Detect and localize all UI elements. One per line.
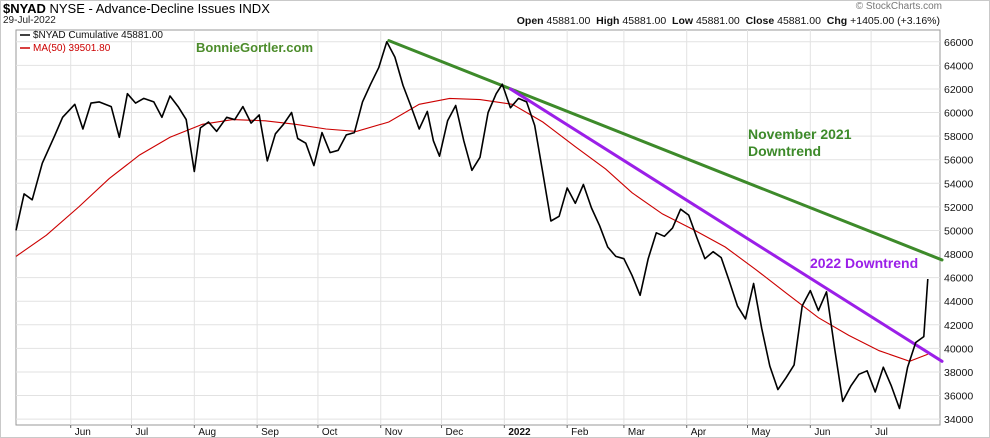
open-value: 45881.00 bbox=[546, 15, 591, 27]
y-tick-label: 40000 bbox=[944, 343, 973, 355]
chart-date: 29-Jul-2022 bbox=[3, 15, 56, 26]
x-tick-label: Nov bbox=[385, 427, 403, 438]
symbol-description: NYSE - Advance-Decline Issues INDX bbox=[49, 1, 270, 16]
annotation-downtrend: Downtrend bbox=[748, 143, 821, 159]
low-value: 45881.00 bbox=[695, 15, 740, 27]
open-label: Open bbox=[516, 15, 544, 27]
x-tick-label: May bbox=[752, 427, 771, 438]
y-tick-label: 34000 bbox=[944, 414, 973, 426]
ohlc-readout: Open 45881.00 High 45881.00 Low 45881.00… bbox=[517, 15, 940, 27]
y-tick-label: 54000 bbox=[944, 178, 973, 190]
x-tick-label: Jul bbox=[875, 427, 888, 438]
y-tick-label: 56000 bbox=[944, 155, 973, 167]
y-tick-label: 66000 bbox=[944, 37, 973, 49]
x-tick-label: Jun bbox=[814, 427, 830, 438]
y-tick-label: 36000 bbox=[944, 391, 973, 403]
y-tick-label: 60000 bbox=[944, 108, 973, 120]
annotation-2022-downtrend: 2022 Downtrend bbox=[810, 255, 918, 271]
y-tick-label: 38000 bbox=[944, 367, 973, 379]
x-tick-label: Jun bbox=[75, 427, 91, 438]
chg-label: Chg bbox=[826, 15, 848, 27]
chg-value: +1405.00 (+3.16%) bbox=[850, 15, 940, 27]
y-tick-label: 62000 bbox=[944, 84, 973, 96]
high-value: 45881.00 bbox=[622, 15, 667, 27]
y-tick-label: 50000 bbox=[944, 225, 973, 237]
close-label: Close bbox=[745, 15, 775, 27]
y-tick-label: 58000 bbox=[944, 131, 973, 143]
y-tick-label: 48000 bbox=[944, 249, 973, 261]
y-tick-label: 52000 bbox=[944, 202, 973, 214]
x-tick-label: Feb bbox=[571, 427, 589, 438]
annotation-bonniegortler: BonnieGortler.com bbox=[196, 40, 313, 55]
y-tick-label: 64000 bbox=[944, 60, 973, 72]
chart-header-title: $NYAD NYSE - Advance-Decline Issues INDX bbox=[3, 1, 270, 16]
symbol-label: $NYAD bbox=[3, 1, 46, 16]
x-tick-label: Aug bbox=[198, 427, 216, 438]
legend-entry: $NYAD Cumulative 45881.00 bbox=[33, 30, 163, 41]
ma50-line bbox=[15, 97, 928, 362]
y-tick-label: 44000 bbox=[944, 296, 973, 308]
y-tick-label: 46000 bbox=[944, 273, 973, 285]
x-tick-label: Mar bbox=[628, 427, 646, 438]
y-tick-label: 42000 bbox=[944, 320, 973, 332]
x-tick-label: 2022 bbox=[508, 427, 531, 438]
annotation-november-2021: November 2021 bbox=[748, 126, 852, 142]
high-label: High bbox=[596, 15, 620, 27]
x-tick-label: Jul bbox=[136, 427, 149, 438]
close-value: 45881.00 bbox=[777, 15, 821, 27]
november-2021-trendline bbox=[387, 39, 944, 262]
x-tick-label: Sep bbox=[261, 427, 279, 438]
nyad-cumulative-line bbox=[15, 41, 929, 410]
x-tick-label: Oct bbox=[322, 427, 338, 438]
legend-entry: MA(50) 39501.80 bbox=[33, 43, 111, 54]
low-label: Low bbox=[672, 15, 694, 27]
x-tick-label: Apr bbox=[691, 427, 707, 438]
x-tick-label: Dec bbox=[446, 427, 464, 438]
brand-label: © StockCharts.com bbox=[855, 1, 942, 12]
trendline-2022 bbox=[508, 87, 944, 363]
